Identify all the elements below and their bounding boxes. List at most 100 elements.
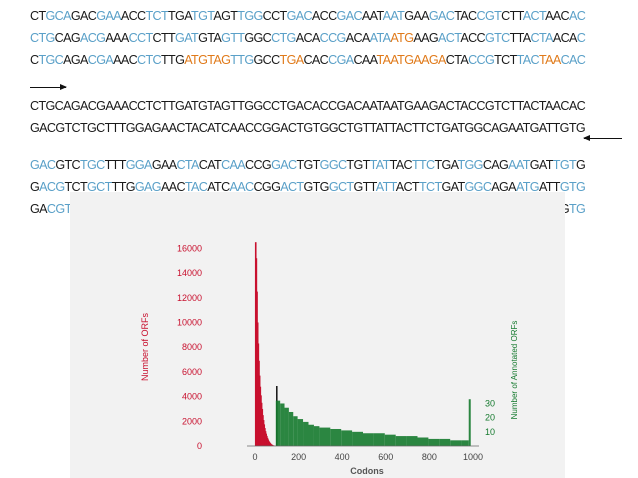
codon-segment: CAG (54, 31, 81, 45)
codon-segment: GAC (30, 158, 56, 172)
codon-segment: CGA (87, 53, 114, 67)
codon-segment: GCC (253, 53, 280, 67)
x-axis-label: Codons (350, 466, 384, 476)
y2-tick-label: 10 (485, 427, 495, 437)
annotated-orf-bar (275, 400, 281, 446)
codon-segment: TAC (516, 53, 540, 67)
codon-segment: CT (30, 9, 46, 23)
annotated-orf-bar (288, 411, 294, 446)
codon-segment: AAC (113, 53, 138, 67)
codon-segment: TGT (296, 158, 320, 172)
codon-segment: ACA (295, 31, 321, 45)
annotated-orf-bar (280, 403, 285, 446)
codon-segment: CTA (530, 31, 554, 45)
codon-segment: TG (568, 202, 586, 216)
x-tick-label: 400 (335, 452, 350, 462)
codon-segment: GTT (353, 180, 376, 194)
codon-segment: TTA (509, 31, 532, 45)
codon-segment: AAT (382, 9, 405, 23)
codon-segment: CCT (128, 31, 154, 45)
codon-segment: TCT (145, 9, 169, 23)
codon-segment: CTGCAGACGAAACCTCTTGATGTAGTTGGCCTGACACCGA… (30, 99, 586, 113)
codon-segment: GAA (404, 9, 429, 23)
codon-segment: AAG (413, 31, 439, 45)
reverse-strand-arrow (583, 135, 622, 141)
codon-segment: C (30, 53, 39, 67)
codon-segment: GA (30, 202, 48, 216)
codon-segment: GCT (87, 180, 112, 194)
codon-segment: TCT (494, 53, 517, 67)
codon-segment: GAG (134, 180, 162, 194)
annotated-orf-bar (352, 431, 363, 446)
codon-segment: TGA (397, 53, 422, 67)
codon-segment: CTC (137, 53, 162, 67)
codon-segment: TGT (191, 9, 214, 23)
codon-segment: ACT (280, 180, 304, 194)
codon-segment: GAA (151, 158, 177, 172)
codon-segment: AGA (421, 53, 446, 67)
codon-segment: CCT (262, 9, 288, 23)
codon-segment: GAT (441, 180, 466, 194)
y2-tick-label: 20 (485, 413, 495, 423)
codon-segment: GAC (286, 9, 313, 23)
codon-segment: G (576, 158, 586, 172)
y-tick-label: 14000 (177, 268, 202, 278)
codon-segment: TTG (230, 53, 254, 67)
annotated-orf-bar (308, 424, 314, 446)
codon-segment: TGA (279, 53, 305, 67)
codon-segment: AGT (213, 9, 238, 23)
annotated-orf-bar (313, 426, 320, 446)
forward-strand-arrow (30, 84, 67, 90)
x-tick-label: 0 (252, 452, 257, 462)
codon-segment: ATG (390, 31, 414, 45)
x-tick-label: 1000 (463, 452, 483, 462)
orf-length-histogram: 0 2000 4000 6000 8000 10000 12000 14000 16000 0 20… (70, 192, 565, 478)
codon-segment: GGA (125, 158, 153, 172)
codon-segment: CAT (198, 158, 222, 172)
x-tick-label: 200 (291, 452, 306, 462)
codon-segment: G (30, 180, 40, 194)
codon-segment: CAC (560, 53, 586, 67)
codon-segment: TGA (168, 9, 192, 23)
codon-segment: CCG (245, 158, 272, 172)
codon-segment: GTC (484, 31, 510, 45)
codon-segment: ACC (460, 31, 485, 45)
codon-segment: ACT (395, 180, 420, 194)
codon-segment: CGG (253, 180, 281, 194)
y-tick-label: 2000 (182, 416, 202, 426)
codon-segment: CAA (221, 158, 246, 172)
y2-axis-label: Number of Annotated ORFs (510, 321, 519, 420)
codon-segment: GAC (271, 158, 297, 172)
codon-segment: ACA (345, 31, 371, 45)
y-tick-label: 8000 (182, 342, 202, 352)
x-tick-label: 600 (378, 452, 393, 462)
x-tick-label: 800 (422, 452, 437, 462)
annotated-orf-bar (428, 438, 440, 446)
codon-segment: TGG (237, 9, 263, 23)
codon-segment: ACT (438, 31, 461, 45)
codon-segment: TGA (434, 158, 458, 172)
annotated-orf-bar (468, 399, 471, 446)
codon-segment: CTG (30, 31, 55, 45)
annotated-orf-bar (363, 433, 374, 446)
codon-segment: GGC (244, 31, 272, 45)
annotated-orf-bar (417, 437, 429, 446)
codon-segment: CTA (445, 53, 469, 67)
codon-segment: GCT (328, 180, 354, 194)
annotated-orf-bar (319, 427, 331, 446)
codon-segment: AAT (361, 9, 383, 23)
codon-segment: GGC (464, 180, 492, 194)
codon-segment: CGA (328, 53, 354, 67)
codon-segment: CGT (46, 202, 72, 216)
codon-segment: TAA (376, 53, 398, 67)
codon-segment: CTG (271, 31, 296, 45)
y-tick-label: 4000 (182, 392, 202, 402)
codon-segment: GTT (221, 31, 245, 45)
annotated-orf-bar (395, 436, 407, 446)
codon-segment: ACA (552, 31, 578, 45)
codon-segment: GAA (96, 9, 121, 23)
annotated-orf-bar (406, 436, 418, 446)
codon-segment: TAA (538, 53, 561, 67)
codon-segment: TAC (184, 180, 208, 194)
codon-segment: CAA (353, 53, 377, 67)
